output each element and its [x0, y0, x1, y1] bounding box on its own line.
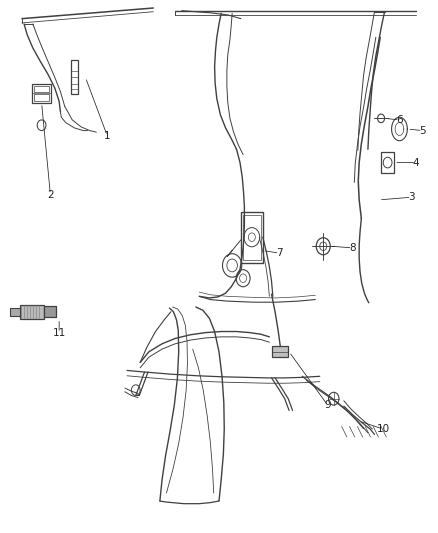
Bar — [10, 308, 20, 316]
Bar — [241, 212, 263, 263]
Bar — [272, 346, 288, 357]
Text: 9: 9 — [324, 400, 331, 410]
Text: 5: 5 — [419, 126, 426, 135]
Bar — [44, 306, 56, 317]
Text: 6: 6 — [396, 115, 403, 125]
Text: 11: 11 — [53, 328, 66, 338]
Bar — [32, 84, 51, 103]
Text: 10: 10 — [377, 424, 390, 434]
Text: 1: 1 — [104, 131, 111, 141]
Bar — [20, 305, 44, 319]
Text: 7: 7 — [276, 248, 283, 258]
Text: 4: 4 — [413, 158, 420, 167]
Text: 3: 3 — [408, 192, 415, 202]
Bar — [381, 152, 394, 173]
Text: 8: 8 — [349, 243, 356, 253]
Bar — [34, 86, 49, 92]
Bar — [71, 60, 78, 94]
Text: 2: 2 — [47, 190, 54, 199]
Bar — [34, 94, 49, 101]
Bar — [243, 215, 261, 260]
